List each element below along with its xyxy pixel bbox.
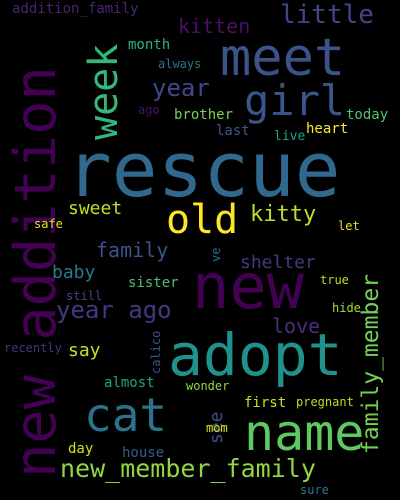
word-addition-family: addition_family bbox=[12, 1, 139, 17]
word-baby: baby bbox=[52, 262, 96, 283]
word-kitten: kitten bbox=[178, 14, 251, 38]
word-say: say bbox=[68, 340, 101, 361]
word-cat: cat bbox=[84, 388, 168, 442]
word-ve: ve bbox=[209, 247, 223, 262]
word-sweet: sweet bbox=[68, 198, 123, 219]
word-brother: brother bbox=[174, 107, 234, 123]
word-new-member-family: new_member_family bbox=[60, 454, 316, 483]
word-still: still bbox=[66, 289, 103, 303]
word-family: family bbox=[96, 238, 169, 262]
word-almost: almost bbox=[104, 375, 155, 391]
word-today: today bbox=[346, 107, 389, 123]
word-let: let bbox=[338, 219, 360, 233]
word-true: true bbox=[320, 273, 349, 287]
word-hide: hide bbox=[332, 301, 361, 315]
word-year-ago: year ago bbox=[56, 296, 172, 324]
word-week: week bbox=[81, 43, 127, 140]
word-old: old bbox=[166, 197, 239, 243]
word-recently: recently bbox=[4, 341, 62, 355]
word-house: house bbox=[122, 445, 165, 461]
word-first: first bbox=[244, 395, 287, 411]
word-love: love bbox=[272, 314, 321, 338]
word-meet: meet bbox=[220, 28, 346, 88]
word-heart: heart bbox=[306, 121, 349, 137]
word-wonder: wonder bbox=[186, 379, 230, 393]
word-ago: ago bbox=[138, 103, 160, 117]
word-month: month bbox=[128, 37, 171, 53]
word-pregnant: pregnant bbox=[296, 395, 354, 409]
word-sister: sister bbox=[128, 275, 179, 291]
word-sure: sure bbox=[300, 483, 329, 497]
word-day: day bbox=[68, 441, 94, 457]
word-kitty: kitty bbox=[250, 202, 317, 227]
word-adopt: adopt bbox=[168, 321, 343, 389]
word-girl: girl bbox=[244, 76, 346, 125]
word-last: last bbox=[216, 123, 250, 139]
word-shelter: shelter bbox=[240, 252, 316, 273]
word-little: little bbox=[280, 0, 374, 30]
word-year: year bbox=[152, 74, 210, 102]
word-safe: safe bbox=[34, 217, 63, 231]
word-live: live bbox=[274, 129, 306, 144]
word-rescue: rescue bbox=[66, 125, 341, 214]
word-new: new bbox=[192, 250, 304, 323]
word-mom: mom bbox=[206, 421, 228, 435]
word-always: always bbox=[158, 57, 202, 71]
word-calico: calico bbox=[149, 330, 163, 374]
word-family-member: family_member bbox=[358, 273, 384, 454]
word-name: name bbox=[244, 404, 365, 462]
